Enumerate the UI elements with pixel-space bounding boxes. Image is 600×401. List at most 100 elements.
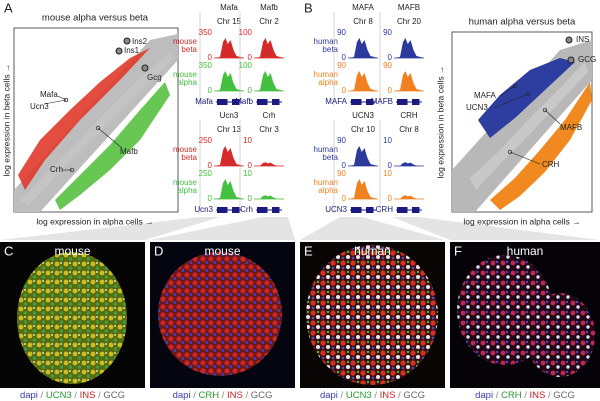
gene-marker [512,83,518,89]
gene-marker [141,64,149,72]
track-tick-label: 0 [388,161,393,170]
coverage-peak [254,38,284,58]
stain-name: GCG [553,390,575,401]
caption-separator: / [493,390,501,401]
coverage-peak [214,71,244,91]
track-tick-label: 0 [208,53,213,62]
track-tick-label: 0 [208,86,213,95]
track-tick-label: 0 [388,194,393,203]
row-label: alpha [177,186,197,195]
track-tick-label: 0 [248,161,253,170]
gene-name-bottom: Ucn3 [194,205,213,214]
caption-separator: / [522,390,530,401]
track-tick-label: 90 [337,136,346,145]
gene-marker [567,56,575,64]
stain-name: dapi [475,390,493,401]
leader-line [499,85,516,97]
track-tick-label: 10 [243,169,252,178]
stain-name: dapi [320,390,338,401]
image-title: mouse [204,244,240,258]
gene-marker [565,36,573,44]
gene-label: GCG [578,55,596,64]
row-label: beta [322,45,338,54]
gene-name-bottom: Crh [240,205,253,214]
row-label: beta [181,45,197,54]
row-label: mouse [173,178,198,187]
track-tick-label: 100 [239,61,253,70]
image-title: human [507,244,544,258]
caption-separator: / [191,390,199,401]
chromosome: Chr 8 [399,125,419,134]
track-tick-label: 0 [248,86,253,95]
chromosome: Chr 10 [351,125,376,134]
leader-line [97,127,123,149]
gene-label: INS [576,35,589,44]
gene-exon [366,207,374,213]
caption-separator: / [243,390,251,401]
islet [306,245,438,385]
track-tick-label: 0 [388,86,393,95]
gene-name-top: UCN3 [352,111,374,120]
track-tick-label: 90 [337,28,346,37]
track-tick-label: 100 [239,28,253,37]
stain-name: CRH [501,390,522,401]
gene-exon [217,99,228,105]
track-tick-label: 0 [342,86,347,95]
gene-exon [257,207,268,213]
panel-letter: E [304,243,313,258]
stain-name: CRH [198,390,219,401]
track-tick-label: 350 [199,28,213,37]
gene-exon [217,207,228,213]
plot-title: mouse alpha versus beta [42,13,149,24]
coverage-peak [348,179,378,199]
gene-exon [351,99,362,105]
gene-marker [507,149,513,155]
row-label: human [314,145,338,154]
stain-name: INS [227,390,243,401]
gene-name-bottom: Mafb [235,97,253,106]
track-tick-label: 10 [383,169,392,178]
gene-exon [412,207,420,213]
x-axis-label: log expression in alpha cells → [36,216,153,226]
stain-name: dapi [173,390,191,401]
leader-line [57,95,67,101]
gene-name-bottom: Mafa [195,97,213,106]
row-label: human [314,70,338,79]
coverage-peak [394,71,424,91]
caption-separator: / [38,390,46,401]
gene-exon [351,207,362,213]
leader-line [544,109,561,125]
gene-label: UCN3 [466,103,488,112]
track-tick-label: 0 [342,53,347,62]
caption-separator: / [338,390,346,401]
gene-exon [397,99,408,105]
stain-name: UCN3 [46,390,72,401]
gene-name-top: Mafa [220,3,238,12]
gene-marker [542,107,548,113]
gene-name-bottom: UCN3 [325,205,347,214]
gene-exon [397,207,408,213]
y-axis-label: log expression in beta cells → [435,66,445,179]
gene-label: CRH [542,160,560,169]
gene-exon [366,99,374,105]
track-tick-label: 250 [199,136,213,145]
gene-name-top: Ucn3 [220,111,239,120]
panel-letter: B [304,0,313,15]
image-title: human [354,244,391,258]
row-label: mouse [173,145,198,154]
stain-caption: dapi / CRH / INS / GCG [475,390,575,401]
track-tick-label: 10 [383,136,392,145]
gene-label: Mafa [40,90,58,99]
gene-marker [123,37,131,45]
stain-name: GCG [251,390,273,401]
caption-separator: / [395,390,403,401]
gene-name-bottom: CRH [376,205,394,214]
stain-name: dapi [20,390,38,401]
row-label: alpha [177,78,197,87]
panel-letter: A [4,0,13,15]
scatter-cloud [452,40,592,212]
plot-title: human alpha versus beta [469,17,576,28]
scatter-cloud [14,34,178,212]
track-tick-label: 90 [337,169,346,178]
caption-separator: / [72,390,80,401]
